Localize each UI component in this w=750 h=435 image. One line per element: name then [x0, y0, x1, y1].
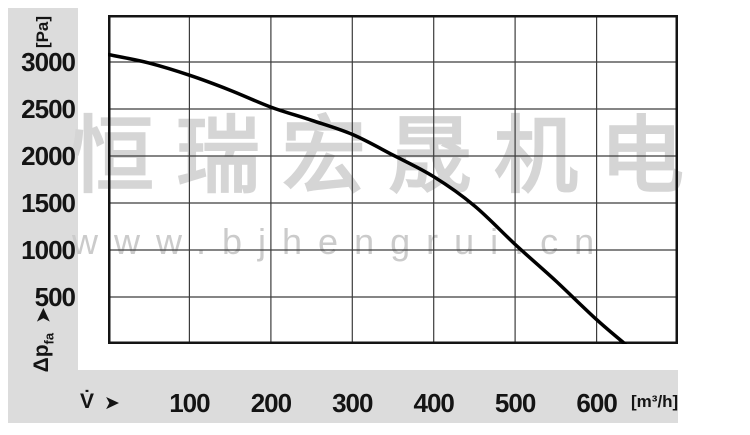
- plot-area: [108, 15, 678, 344]
- x-tick-label: 500: [494, 388, 536, 418]
- y-tick-label: 500: [34, 282, 76, 312]
- y-tick-label: 2000: [21, 141, 76, 171]
- y-axis-name: Δpfa: [29, 332, 57, 373]
- x-axis-tick-labels: 100 200 300 400 500 600: [108, 389, 678, 419]
- y-tick-label: 2500: [21, 94, 76, 124]
- x-tick-label: 200: [250, 388, 292, 418]
- x-axis-band: [8, 370, 678, 423]
- x-tick-label: 400: [413, 388, 454, 418]
- performance-curve: [108, 52, 627, 344]
- x-axis-arrow-icon: ➤: [104, 393, 120, 414]
- y-axis-name-subscript: fa: [41, 332, 57, 345]
- y-tick-label: 1500: [21, 188, 76, 218]
- plot-frame: [108, 15, 678, 344]
- x-tick-label: 100: [169, 388, 210, 418]
- y-axis-tick-labels: 3000 2500 2000 1500 1000 500: [8, 0, 76, 435]
- y-axis-band: [8, 8, 78, 423]
- y-axis-title: Δpfa ➤: [8, 296, 78, 384]
- y-tick-label: 1000: [21, 235, 76, 265]
- y-tick-label: 3000: [21, 47, 76, 77]
- x-axis-name: V̇: [80, 390, 95, 413]
- watermark-url-text: www.bjhengrui.cn: [72, 221, 611, 262]
- x-axis-unit-label: [m³/h]: [631, 392, 679, 411]
- y-axis-arrow-icon: ➤: [32, 307, 53, 323]
- x-tick-label: 600: [576, 388, 617, 418]
- x-tick-label: 300: [332, 388, 373, 418]
